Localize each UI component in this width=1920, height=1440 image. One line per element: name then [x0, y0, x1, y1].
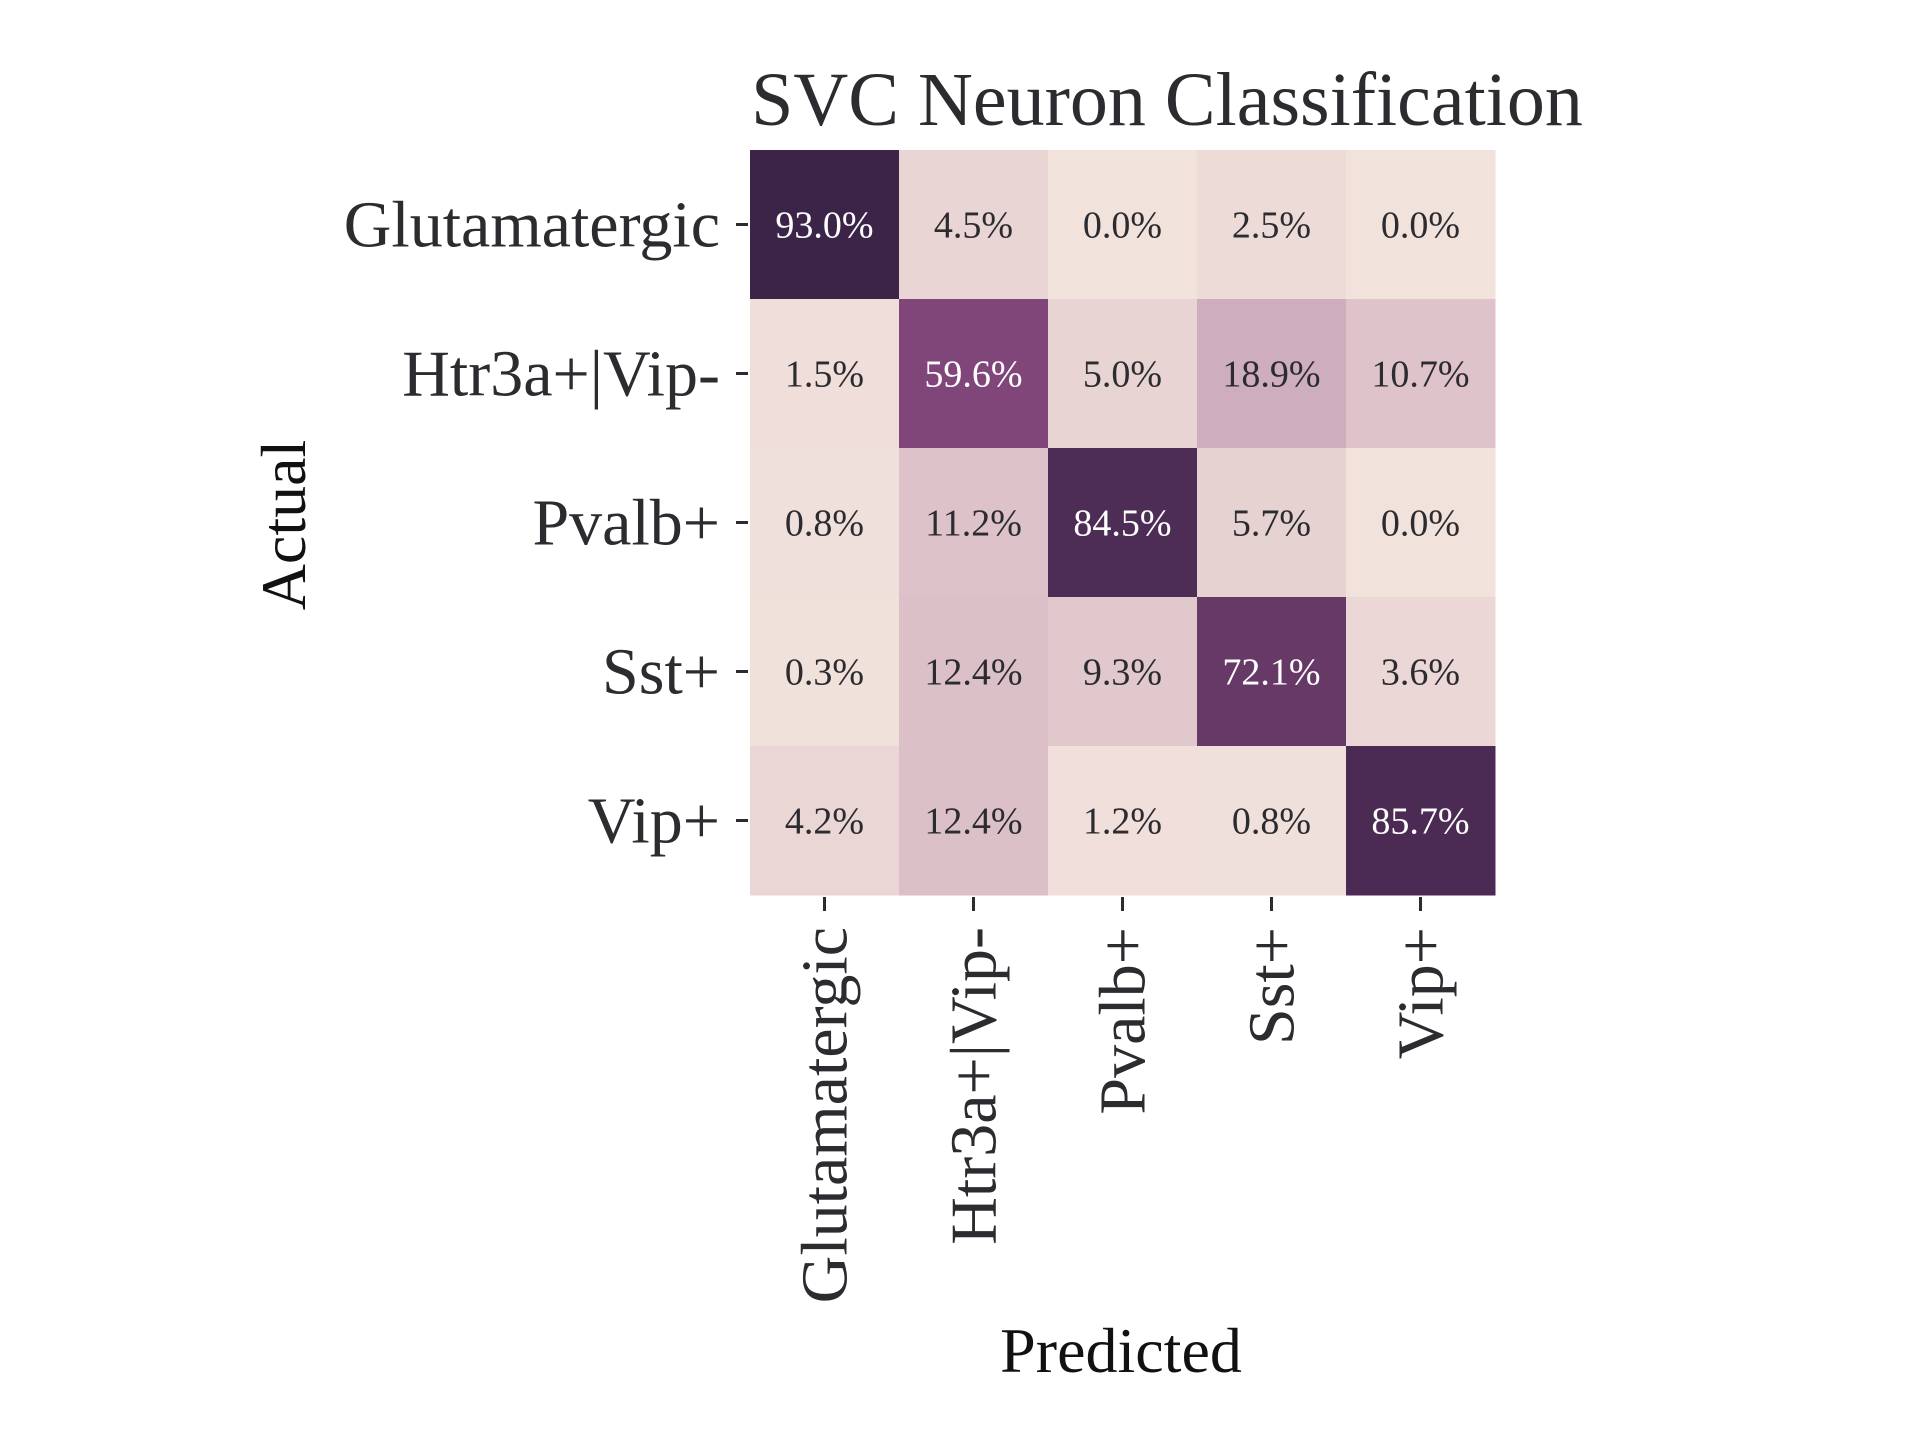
heatmap-cell	[899, 299, 1049, 449]
heatmap-cell	[1197, 746, 1347, 896]
cell-value-label: 0.8%	[1232, 801, 1311, 843]
heatmap-cell	[1048, 150, 1198, 300]
y-axis-ticks: Glutamatergic Htr3a+|Vip- Pvalb+ Sst+ Vip+	[344, 189, 748, 858]
cell-value-label: 11.2%	[925, 503, 1022, 545]
x-tick-label: Sst+	[1236, 927, 1309, 1045]
cell-value-label: 0.8%	[785, 503, 864, 545]
heatmap-cell	[899, 597, 1049, 747]
heatmap-cell	[1197, 597, 1347, 747]
cell-value-label: 85.7%	[1371, 801, 1469, 843]
heatmap-cell	[1346, 299, 1496, 449]
heatmap-cell	[1048, 448, 1198, 598]
cell-value-label: 12.4%	[924, 652, 1022, 694]
heatmap-cell	[750, 597, 900, 747]
heatmap-cell	[1346, 448, 1496, 598]
cell-value-label: 4.5%	[934, 205, 1013, 247]
cell-value-label: 0.0%	[1083, 205, 1162, 247]
y-tick-label: Pvalb+	[532, 487, 720, 560]
heatmap-cell-labels: 93.0% 4.5% 0.0% 2.5% 0.0% 1.5% 59.6% 5.0% 18.9% 1…	[775, 205, 1469, 843]
heatmap-cell	[1346, 597, 1496, 747]
heatmap-cell	[750, 299, 900, 449]
x-axis-label: Predicted	[1000, 1315, 1242, 1386]
heatmap-cell	[1197, 448, 1347, 598]
cell-value-label: 4.2%	[785, 801, 864, 843]
chart-title: SVC Neuron Classification	[751, 58, 1583, 142]
heatmap-cell	[899, 746, 1049, 896]
heatmap-cell	[750, 448, 900, 598]
y-tick-label: Glutamatergic	[344, 189, 720, 262]
cell-value-label: 0.0%	[1381, 503, 1460, 545]
heatmap-cell	[1197, 299, 1347, 449]
x-axis-ticks: Glutamatergic Htr3a+|Vip- Pvalb+ Sst+ Vip+	[789, 897, 1458, 1303]
x-tick-label: Glutamatergic	[789, 927, 862, 1303]
cell-value-label: 1.2%	[1083, 801, 1162, 843]
cell-value-label: 5.7%	[1232, 503, 1311, 545]
cell-value-label: 2.5%	[1232, 205, 1311, 247]
cell-value-label: 5.0%	[1083, 354, 1162, 396]
cell-value-label: 10.7%	[1371, 354, 1469, 396]
cell-value-label: 72.1%	[1222, 652, 1320, 694]
heatmap-cell	[1346, 150, 1496, 300]
heatmap-cell	[1048, 597, 1198, 747]
cell-value-label: 9.3%	[1083, 652, 1162, 694]
cell-value-label: 93.0%	[775, 205, 873, 247]
heatmap-cells	[750, 150, 1496, 896]
y-tick-label: Htr3a+|Vip-	[402, 338, 720, 411]
heatmap-cell	[750, 150, 900, 300]
cell-value-label: 59.6%	[924, 354, 1022, 396]
heatmap-cell	[1048, 299, 1198, 449]
x-tick-label: Htr3a+|Vip-	[938, 927, 1011, 1245]
heatmap-cell	[899, 448, 1049, 598]
heatmap-cell	[1346, 746, 1496, 896]
y-tick-label: Vip+	[588, 785, 720, 858]
cell-value-label: 3.6%	[1381, 652, 1460, 694]
heatmap-cell	[1197, 150, 1347, 300]
y-tick-label: Sst+	[602, 636, 720, 709]
x-tick-label: Pvalb+	[1087, 927, 1160, 1115]
cell-value-label: 18.9%	[1222, 354, 1320, 396]
cell-value-label: 84.5%	[1073, 503, 1171, 545]
y-axis-label: Actual	[248, 440, 319, 611]
cell-value-label: 0.3%	[785, 652, 864, 694]
cell-value-label: 12.4%	[924, 801, 1022, 843]
cell-value-label: 1.5%	[785, 354, 864, 396]
heatmap-cell	[899, 150, 1049, 300]
heatmap-cell	[750, 746, 900, 896]
heatmap-cell	[1048, 746, 1198, 896]
x-tick-label: Vip+	[1385, 927, 1458, 1059]
cell-value-label: 0.0%	[1381, 205, 1460, 247]
